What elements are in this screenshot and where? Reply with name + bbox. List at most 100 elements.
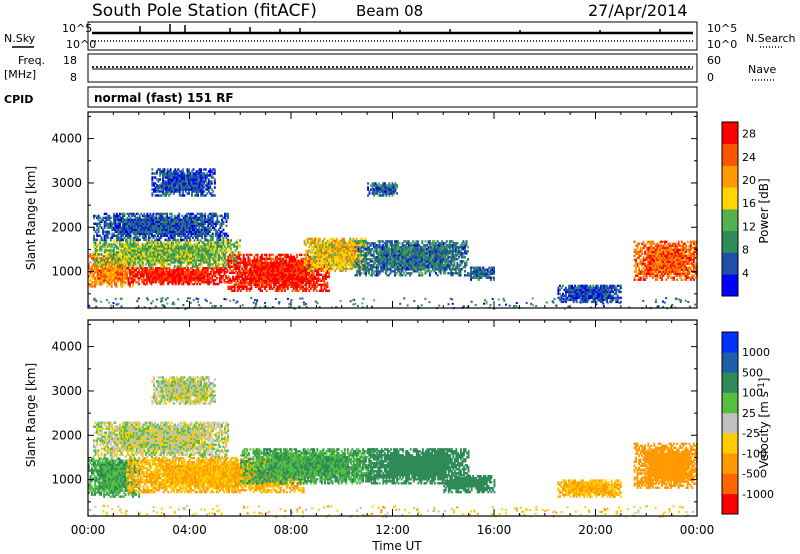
data-cell: [365, 268, 367, 271]
data-cell: [184, 251, 187, 254]
data-cell: [314, 275, 317, 278]
data-cell: [166, 241, 169, 244]
data-cell: [271, 271, 274, 274]
data-cell: [193, 269, 195, 272]
data-cell: [328, 259, 330, 263]
data-cell: [95, 263, 98, 266]
data-cell: [349, 239, 352, 243]
data-cell: [164, 243, 167, 246]
data-cell: [238, 285, 241, 288]
data-cell: [228, 239, 231, 242]
data-cell: [117, 263, 120, 266]
data-cell: [208, 245, 211, 248]
data-cell: [100, 257, 103, 260]
data-cell: [116, 281, 119, 284]
data-cell: [199, 245, 202, 248]
data-cell: [158, 247, 161, 250]
data-cell: [194, 281, 197, 284]
data-cell: [377, 274, 380, 277]
data-cell: [315, 247, 318, 251]
data-cell: [309, 269, 312, 272]
data-cell: [314, 239, 317, 243]
data-cell: [117, 257, 120, 260]
data-cell: [242, 285, 245, 288]
data-cell: [120, 257, 123, 260]
data-cell: [356, 242, 358, 245]
data-cell: [293, 269, 295, 272]
data-cell: [107, 283, 110, 286]
data-cell: [378, 260, 381, 263]
data-cell: [120, 249, 123, 252]
data-cell: [144, 249, 147, 252]
data-cell: [311, 255, 314, 259]
data-cell: [110, 265, 113, 268]
data-cell: [358, 261, 361, 265]
data-cell: [258, 261, 260, 265]
data-cell: [118, 269, 121, 272]
data-cell: [381, 252, 384, 255]
data-cell: [138, 282, 141, 286]
data-cell: [233, 265, 236, 269]
data-cell: [270, 281, 273, 284]
data-cell: [236, 257, 239, 261]
data-cell: [261, 281, 263, 284]
data-cell: [377, 270, 380, 273]
data-cell: [132, 267, 135, 270]
data-cell: [164, 271, 166, 274]
data-cell: [279, 261, 282, 265]
data-cell: [173, 261, 176, 264]
data-cell: [303, 273, 306, 276]
data-cell: [285, 277, 288, 280]
data-cell: [237, 245, 240, 248]
data-cell: [130, 279, 133, 282]
data-cell: [293, 263, 295, 267]
data-cell: [103, 255, 106, 258]
data-cell: [88, 283, 90, 286]
data-cell: [92, 275, 95, 278]
data-cell: [326, 243, 329, 247]
data-cell: [196, 257, 199, 260]
data-cell: [318, 269, 321, 272]
data-cell: [294, 263, 297, 267]
data-cell: [261, 261, 263, 265]
data-cell: [349, 265, 352, 269]
data-cell: [115, 275, 118, 278]
data-cell: [308, 271, 311, 274]
data-cell: [230, 255, 233, 259]
data-cell: [92, 255, 95, 258]
data-cell: [306, 281, 309, 284]
data-cell: [206, 271, 209, 274]
data-cell: [315, 277, 318, 280]
data-cell: [168, 281, 171, 284]
data-cell: [123, 273, 125, 276]
data-cell: [314, 249, 317, 253]
data-cell: [158, 271, 160, 274]
data-cell: [216, 253, 219, 256]
data-cell: [335, 263, 338, 267]
data-cell: [167, 247, 170, 250]
data-cell: [164, 275, 166, 278]
data-cell: [279, 265, 282, 269]
data-cell: [126, 263, 128, 266]
data-cell: [337, 263, 340, 267]
data-cell: [134, 257, 137, 260]
data-cell: [291, 269, 294, 272]
data-cell: [322, 275, 324, 278]
data-cell: [306, 267, 309, 270]
data-cell: [198, 249, 200, 252]
data-cell: [172, 257, 175, 260]
data-cell: [97, 277, 99, 280]
data-cell: [97, 257, 100, 260]
data-cell: [268, 277, 271, 280]
data-cell: [288, 261, 291, 265]
data-cell: [286, 277, 289, 280]
data-cell: [255, 269, 257, 272]
data-cell: [208, 277, 211, 280]
data-cell: [288, 259, 291, 263]
data-cell: [117, 253, 120, 256]
data-cell: [331, 259, 333, 263]
data-cell: [96, 257, 98, 260]
data-cell: [245, 285, 248, 288]
data-cell: [106, 265, 109, 268]
data-cell: [150, 243, 153, 246]
